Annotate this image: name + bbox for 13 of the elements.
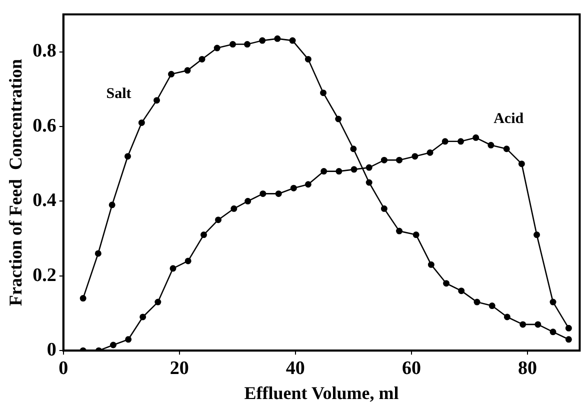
y-tick-label: 0.8 — [32, 40, 56, 62]
y-tick-label: 0.4 — [32, 190, 57, 212]
y-tick-label: 0.2 — [32, 264, 56, 286]
x-tick-label: 60 — [402, 358, 421, 379]
series-label: Salt — [106, 86, 132, 102]
y-axis-title: Fraction of Feed Concentration — [5, 59, 26, 306]
x-tick-label: 20 — [170, 358, 189, 379]
x-axis-title: Effluent Volume, ml — [244, 382, 399, 403]
x-tick-label: 80 — [518, 358, 537, 379]
y-tick-label: 0.6 — [32, 115, 56, 136]
series-label: Acid — [494, 110, 524, 127]
y-tick-label: 0 — [46, 340, 56, 361]
x-tick-label: 40 — [286, 358, 305, 379]
